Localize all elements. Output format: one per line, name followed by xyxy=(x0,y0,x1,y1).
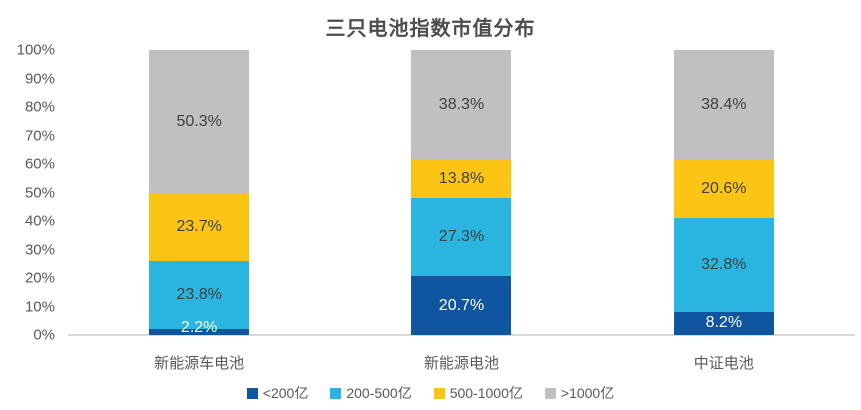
bar-segment: 13.8% xyxy=(411,159,512,199)
y-tick-label: 0% xyxy=(33,326,55,344)
legend-label: <200亿 xyxy=(262,385,309,401)
legend-item: 500-1000亿 xyxy=(433,383,523,403)
x-category-label-2: 新能源电池 xyxy=(423,355,499,372)
bar-3: 8.2% 32.8% 20.6% 38.4% xyxy=(673,50,774,335)
segment-value-label: 23.8% xyxy=(176,285,222,303)
legend-item: <200亿 xyxy=(246,383,309,403)
segment-value-label: 23.7% xyxy=(176,218,222,236)
x-axis-labels: 新能源车电池 新能源电池 中证电池 xyxy=(68,352,855,373)
legend-item: >1000亿 xyxy=(544,383,615,403)
bar-2: 20.7% 27.3% 13.8% 38.3% xyxy=(411,49,512,335)
bar-segment: 8.2% xyxy=(673,311,774,335)
chart-title: 三只电池指数市值分布 xyxy=(325,18,536,40)
segment-value-label: 38.3% xyxy=(438,95,485,113)
y-tick-label: 90% xyxy=(24,70,55,87)
legend: <200亿 200-500亿 500-1000亿 >1000亿 xyxy=(0,383,861,403)
x-category-label-1: 新能源车电池 xyxy=(154,355,245,372)
y-tick-label: 30% xyxy=(24,241,55,258)
bars-group: 2.2% 23.8% 23.7% 50.3% 20.7% 27.3% 13.8% 38.3% 8… xyxy=(68,49,855,336)
bar-1: 2.2% 23.8% 23.7% 50.3% xyxy=(149,50,250,336)
segment-value-label: 50.3% xyxy=(176,112,222,130)
bar-segment: 50.3% xyxy=(149,50,250,194)
bar-segment: 38.3% xyxy=(411,49,512,160)
y-tick-label: 50% xyxy=(24,184,55,201)
legend-swatch xyxy=(433,387,445,399)
bar-segment: 23.7% xyxy=(149,193,250,261)
y-tick-label: 70% xyxy=(24,127,55,144)
bar-segment: 32.8% xyxy=(673,218,774,312)
y-tick-label: 40% xyxy=(24,212,55,230)
x-category-label-3: 中证电池 xyxy=(693,355,754,372)
plot-wrap: 0% 10% 20% 30% 40% 50% 60% 70% 80% 90% 100% 2.2% 23… xyxy=(0,42,861,344)
legend-label: >1000亿 xyxy=(560,385,615,401)
bar-segment: 20.6% xyxy=(673,159,774,219)
legend-swatch xyxy=(246,387,258,399)
y-tick-label: 60% xyxy=(24,155,55,173)
segment-value-label: 2.2% xyxy=(180,319,218,336)
segment-value-label: 20.6% xyxy=(701,179,747,197)
bar-segment: 38.4% xyxy=(673,50,774,160)
segment-value-label: 27.3% xyxy=(438,228,485,246)
y-tick-label: 100% xyxy=(16,41,55,59)
bar-segment: 2.2% xyxy=(149,319,250,336)
legend-swatch xyxy=(544,387,556,399)
legend-label: 200-500亿 xyxy=(346,385,412,401)
segment-value-label: 8.2% xyxy=(705,314,743,332)
legend-label: 500-1000亿 xyxy=(449,385,523,401)
legend-swatch xyxy=(330,387,342,399)
x-axis-line xyxy=(68,334,855,336)
plot-area: 2.2% 23.8% 23.7% 50.3% 20.7% 27.3% 13.8% 38.3% 8… xyxy=(68,49,855,336)
segment-value-label: 38.4% xyxy=(701,95,747,113)
legend-item: 200-500亿 xyxy=(330,383,412,403)
segment-value-label: 32.8% xyxy=(701,255,747,273)
y-axis: 0% 10% 20% 30% 40% 50% 60% 70% 80% 90% 100% xyxy=(0,42,55,344)
segment-value-label: 20.7% xyxy=(438,296,485,314)
bar-segment: 27.3% xyxy=(411,198,512,277)
y-tick-label: 10% xyxy=(24,298,55,315)
y-tick-label: 20% xyxy=(24,269,55,287)
segment-value-label: 13.8% xyxy=(438,169,485,187)
bar-segment: 20.7% xyxy=(411,276,512,335)
y-tick-label: 80% xyxy=(24,98,55,116)
bar-segment: 23.8% xyxy=(149,260,250,329)
